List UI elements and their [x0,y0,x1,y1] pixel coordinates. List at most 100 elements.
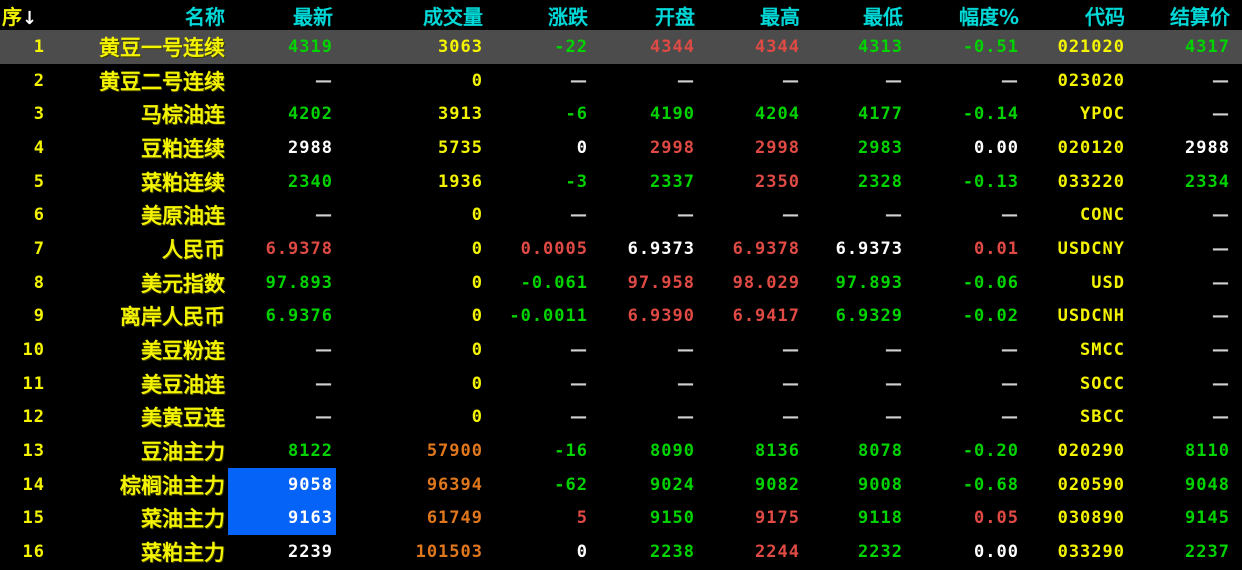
cell-open[interactable]: 4190 [650,104,695,125]
cell-high[interactable]: 2350 [755,171,800,192]
cell-change[interactable]: — [570,340,588,361]
cell-low[interactable]: 6.9329 [835,306,903,327]
cell-volume[interactable]: 0 [471,373,483,394]
cell-low[interactable]: — [885,407,903,428]
cell-high[interactable]: 9082 [755,474,800,495]
cell-open[interactable]: — [677,70,695,91]
cell-name[interactable]: 黄豆一号连续 [99,35,225,60]
cell-settle[interactable]: — [1212,306,1230,327]
cell-low[interactable]: 8078 [858,441,903,462]
table-row[interactable]: 15 菜油主力 9163 61749 5 9150 9175 9118 0.05 030890 91… [0,501,1242,536]
cell-volume[interactable]: 0 [471,70,483,91]
cell-low[interactable]: 2232 [858,542,903,563]
cell-settle[interactable]: — [1212,70,1230,91]
cell-high[interactable]: 2244 [755,542,800,563]
cell-amp[interactable]: -0.06 [962,272,1019,293]
cell-code[interactable]: YPOC [1080,104,1125,125]
cell-name[interactable]: 棕榈油主力 [120,473,225,498]
cell-open[interactable]: 6.9373 [627,238,695,259]
cell-seq[interactable]: 3 [33,104,45,125]
cell-amp[interactable]: — [1001,205,1019,226]
cell-high[interactable]: 4344 [755,36,800,57]
cell-change[interactable]: 0 [576,542,588,563]
cell-settle[interactable]: — [1212,205,1230,226]
cell-volume[interactable]: 101503 [415,542,483,563]
cell-code[interactable]: 021020 [1057,36,1125,57]
cell-last[interactable]: — [315,340,333,361]
cell-seq[interactable]: 7 [33,238,45,259]
cell-amp[interactable]: 0.05 [974,508,1019,529]
cell-code[interactable]: 020120 [1057,137,1125,158]
column-header-amp[interactable]: 幅度% [906,0,1022,30]
cell-open[interactable]: 6.9390 [627,306,695,327]
cell-settle[interactable]: 9048 [1185,474,1230,495]
cell-low[interactable]: — [885,70,903,91]
cell-code[interactable]: SMCC [1080,340,1125,361]
column-header-seq[interactable]: 序↓ [0,0,50,30]
cell-last[interactable]: 97.893 [265,272,333,293]
cell-settle[interactable]: — [1212,373,1230,394]
table-row[interactable]: 12 美黄豆连 — 0 — — — — — SBCC — [0,401,1242,435]
cell-settle[interactable]: — [1212,340,1230,361]
cell-name[interactable]: 菜粕连续 [141,170,225,195]
cell-settle[interactable]: — [1212,104,1230,125]
cell-open[interactable]: 4344 [650,36,695,57]
cell-seq[interactable]: 1 [33,36,45,57]
cell-settle[interactable]: 4317 [1185,36,1230,57]
cell-open[interactable]: — [677,340,695,361]
cell-volume[interactable]: 0 [471,340,483,361]
cell-code[interactable]: USDCNH [1057,306,1125,327]
cell-low[interactable]: 6.9373 [835,238,903,259]
cell-name[interactable]: 马棕油连 [141,103,225,128]
column-header-low[interactable]: 最低 [803,0,906,30]
cell-open[interactable]: — [677,373,695,394]
cell-name[interactable]: 美豆粉连 [141,339,225,364]
cell-low[interactable]: 2983 [858,137,903,158]
cell-change[interactable]: -16 [554,441,588,462]
table-row[interactable]: 11 美豆油连 — 0 — — — — — SOCC — [0,367,1242,401]
column-header-last[interactable]: 最新 [228,0,336,30]
cell-last[interactable]: — [315,70,333,91]
cell-high[interactable]: 6.9417 [732,306,800,327]
cell-volume[interactable]: 3063 [438,36,483,57]
cell-volume[interactable]: 0 [471,306,483,327]
cell-high[interactable]: 98.029 [732,272,800,293]
cell-code[interactable]: USD [1091,272,1125,293]
column-header-high[interactable]: 最高 [698,0,803,30]
cell-low[interactable]: 4177 [858,104,903,125]
column-header-code[interactable]: 代码 [1022,0,1128,30]
cell-last[interactable]: 2988 [288,137,333,158]
table-row[interactable]: 3 马棕油连 4202 3913 -6 4190 4204 4177 -0.14 YPOC — [0,97,1242,131]
cell-settle[interactable]: 8110 [1185,441,1230,462]
cell-open[interactable]: 9024 [650,474,695,495]
cell-volume[interactable]: 61749 [426,508,483,529]
cell-settle[interactable]: 9145 [1185,508,1230,529]
column-header-settle[interactable]: 结算价 [1128,0,1242,30]
cell-name[interactable]: 豆粕连续 [141,136,225,161]
cell-settle[interactable]: 2237 [1185,542,1230,563]
cell-settle[interactable]: — [1212,238,1230,259]
cell-last[interactable]: — [315,205,333,226]
cell-change[interactable]: -0.061 [520,272,588,293]
cell-last[interactable]: 4202 [288,104,333,125]
cell-code[interactable]: SOCC [1080,373,1125,394]
table-row[interactable]: 8 美元指数 97.893 0 -0.061 97.958 98.029 97.893 -0.0… [0,266,1242,300]
cell-change[interactable]: -0.0011 [509,306,588,327]
cell-code[interactable]: USDCNY [1057,238,1125,259]
cell-code[interactable]: 033220 [1057,171,1125,192]
cell-low[interactable]: 97.893 [835,272,903,293]
cell-open[interactable]: 9150 [650,508,695,529]
cell-change[interactable]: — [570,407,588,428]
cell-name[interactable]: 离岸人民币 [120,305,225,330]
cell-amp[interactable]: -0.14 [962,104,1019,125]
cell-change[interactable]: -62 [554,474,588,495]
cell-high[interactable]: 2998 [755,137,800,158]
cell-settle[interactable]: 2334 [1185,171,1230,192]
cell-seq[interactable]: 12 [22,407,45,428]
cell-low[interactable]: — [885,205,903,226]
cell-name[interactable]: 豆油主力 [141,440,225,465]
cell-amp[interactable]: 0.00 [974,542,1019,563]
table-row[interactable]: 13 豆油主力 8122 57900 -16 8090 8136 8078 -0.20 02029… [0,434,1242,468]
cell-seq[interactable]: 10 [22,340,45,361]
cell-change[interactable]: — [570,205,588,226]
